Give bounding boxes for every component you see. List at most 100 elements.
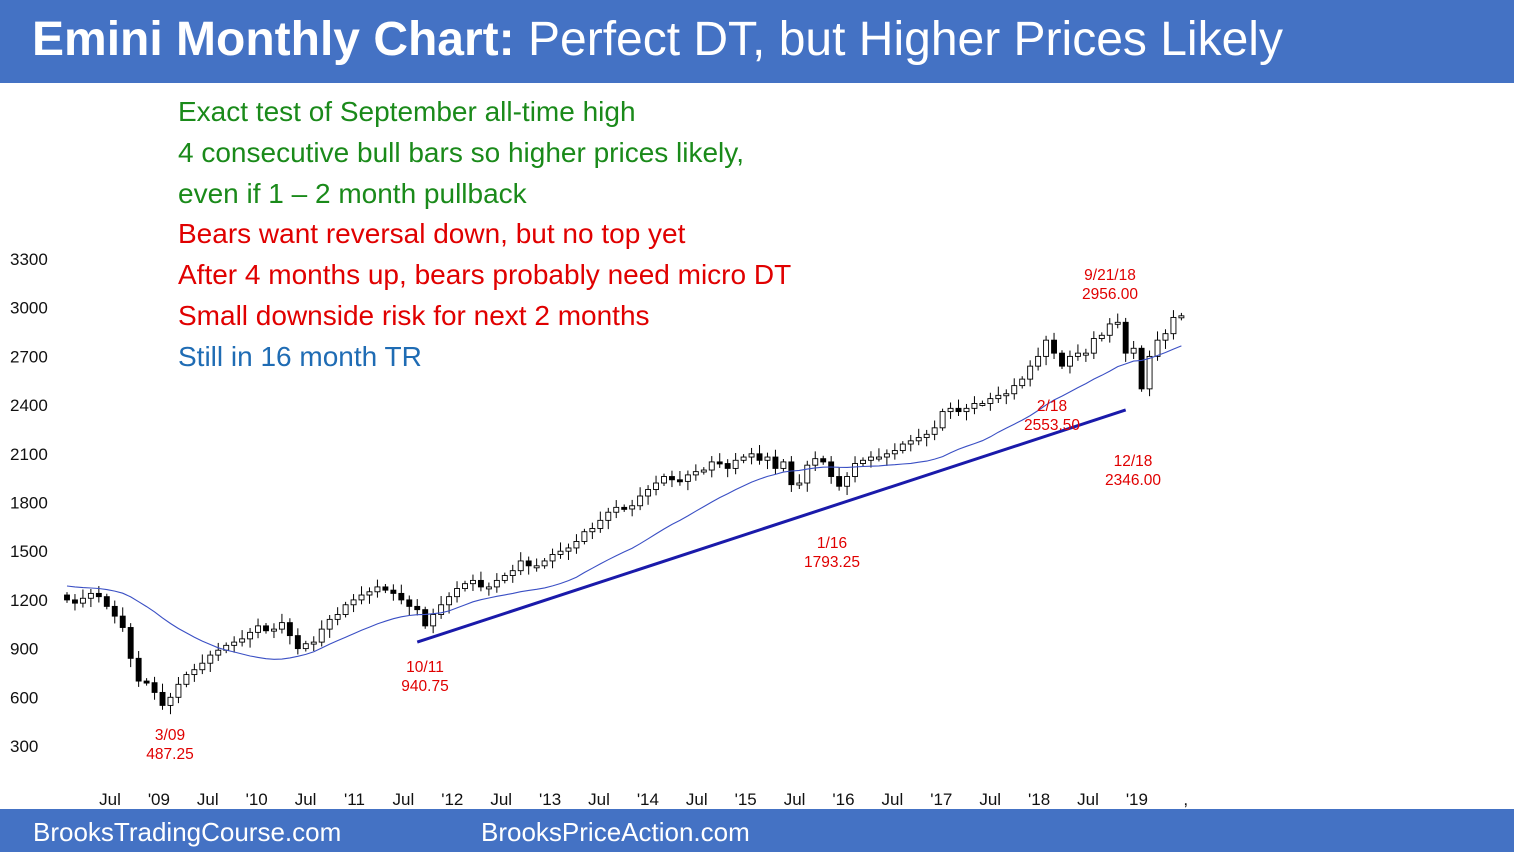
candle-body [828,461,835,477]
y-tick-label: 1800 [10,494,48,513]
candle-body [255,625,261,633]
note-line: Small downside risk for next 2 months [178,299,650,331]
note-line: 4 consecutive bull bars so higher prices… [178,136,744,168]
candle-body [374,586,381,593]
candle-body [446,596,453,606]
candle-body [661,476,667,484]
candle-body [565,547,572,552]
candle-body [716,461,723,465]
y-tick-label: 300 [10,737,38,756]
candle-body [621,506,628,510]
candle-body [430,614,437,627]
x-tick-label: Jul [295,790,317,809]
candle-body [875,456,882,460]
candle-body [159,691,166,706]
candle-body [64,594,70,601]
candle-body [1154,339,1161,357]
note-line: Exact test of September all-time high [178,96,636,127]
candle-body [541,560,548,567]
candle-body [1059,352,1065,367]
candle-body [1043,339,1050,357]
candle-body [684,474,691,482]
annotation-date: 10/11 [406,659,444,676]
candle-body [645,489,652,497]
candle-body [589,528,596,533]
candle-body [820,458,827,463]
candle-body [931,427,938,435]
candle-body [852,463,858,477]
candle-body [470,579,476,585]
candle-body [883,453,890,458]
candle-body [318,628,325,643]
footer-right-link[interactable]: BrooksPriceAction.com [481,817,750,847]
x-tick-label: '11 [344,790,365,809]
title-rest: Perfect DT, but Higher Prices Likely [514,13,1283,66]
x-tick-label: Jul [686,790,708,809]
candle-body [215,649,222,656]
footer-left-link[interactable]: BrooksTradingCourse.com [33,817,342,847]
candle-body [669,476,675,481]
annotation-value: 2346.00 [1105,472,1161,489]
candle-body [987,398,994,404]
candle-body [263,625,269,632]
candle-body [995,394,1002,400]
candle-body [247,631,254,640]
x-tick-label: Jul [393,790,415,809]
candle-body [907,440,914,445]
x-tick-label: Jul [784,790,806,809]
candle-body [199,662,206,671]
candle-body [549,553,556,562]
candle-body [700,469,707,473]
candle-body [183,674,190,685]
candle-body [1003,393,1010,397]
annotation-value: 2553.50 [1024,417,1080,434]
candle-body [868,456,874,461]
candle-body [1098,334,1105,339]
x-tick-label: '17 [930,790,952,809]
candle-body [764,456,771,461]
candle-body [422,609,429,627]
candle-body [748,453,755,458]
candle-body [692,471,699,476]
candle-body [1138,347,1145,390]
candle-body [533,565,540,569]
candle-body [135,657,142,682]
candle-body [278,622,285,630]
candle-body [231,641,238,646]
candle-body [1051,339,1057,354]
candle-body [1170,316,1177,335]
candle-body [1027,365,1034,380]
annotation-value: 940.75 [401,678,448,695]
x-tick-label: Jul [882,790,904,809]
candle-body [756,453,763,461]
candle-body [557,550,564,555]
candle-body [477,579,484,588]
candle-body [286,622,293,637]
candle-body [1130,347,1137,354]
candle-body [955,407,962,413]
annotation-date: 3/09 [155,727,185,744]
candle-body [454,588,460,598]
candle-body [796,482,803,486]
candle-body [963,407,970,413]
y-tick-label: 3000 [10,299,48,318]
candle-body [366,591,373,596]
candle-body [891,450,898,455]
x-tick-label: '14 [637,790,659,809]
annotation-value: 1793.25 [804,554,860,571]
commentary-notes: Exact test of September all-time high 4 … [178,92,791,378]
candle-body [1074,352,1081,357]
candle-body [79,597,86,604]
candle-body [517,560,524,572]
candle-body [581,531,588,542]
candle-body [947,407,954,413]
candle-body [732,459,739,469]
x-tick-label: Jul [99,790,121,809]
candle-body [724,463,731,469]
candle-body [1106,323,1113,336]
x-tick-label: '12 [441,790,463,809]
annotation-value: 2956.00 [1082,286,1138,303]
candle-body [509,570,516,576]
candle-body [310,641,317,645]
note-line: Bears want reversal down, but no top yet [178,218,686,250]
